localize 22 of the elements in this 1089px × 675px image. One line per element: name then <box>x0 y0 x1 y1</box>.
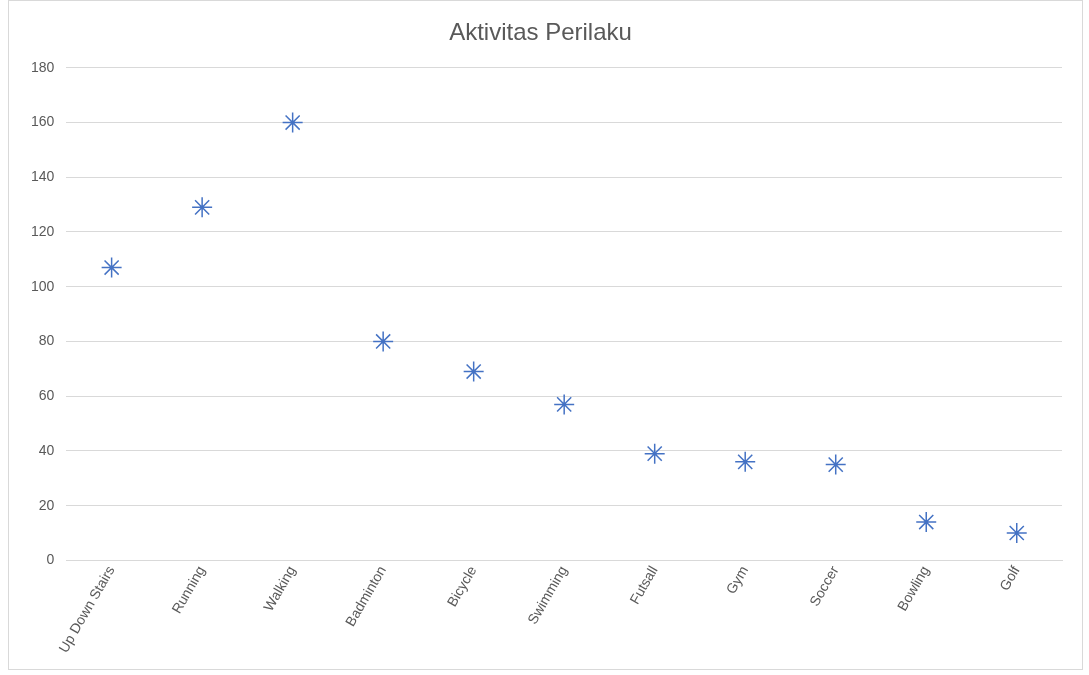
y-tick-label: 140 <box>31 168 55 185</box>
point <box>824 453 847 476</box>
y-tick-label: 60 <box>38 387 55 404</box>
point <box>372 330 394 353</box>
point <box>643 442 666 465</box>
y-tick-label: 0 <box>46 551 55 568</box>
point <box>734 451 756 473</box>
point <box>915 511 937 533</box>
point <box>100 256 123 279</box>
point <box>553 393 575 416</box>
y-tick-label: 180 <box>31 58 55 75</box>
point <box>191 196 213 219</box>
y-tick-label: 40 <box>38 441 55 458</box>
point <box>1005 522 1028 544</box>
point <box>281 111 304 134</box>
point <box>462 360 485 383</box>
chart-title: Aktivitas Perilaku <box>449 18 632 46</box>
y-tick-label: 160 <box>31 113 55 130</box>
y-tick-label: 120 <box>31 222 55 239</box>
y-tick-label: 20 <box>38 496 55 513</box>
y-tick-label: 80 <box>38 332 55 349</box>
y-tick-label: 100 <box>31 277 55 294</box>
